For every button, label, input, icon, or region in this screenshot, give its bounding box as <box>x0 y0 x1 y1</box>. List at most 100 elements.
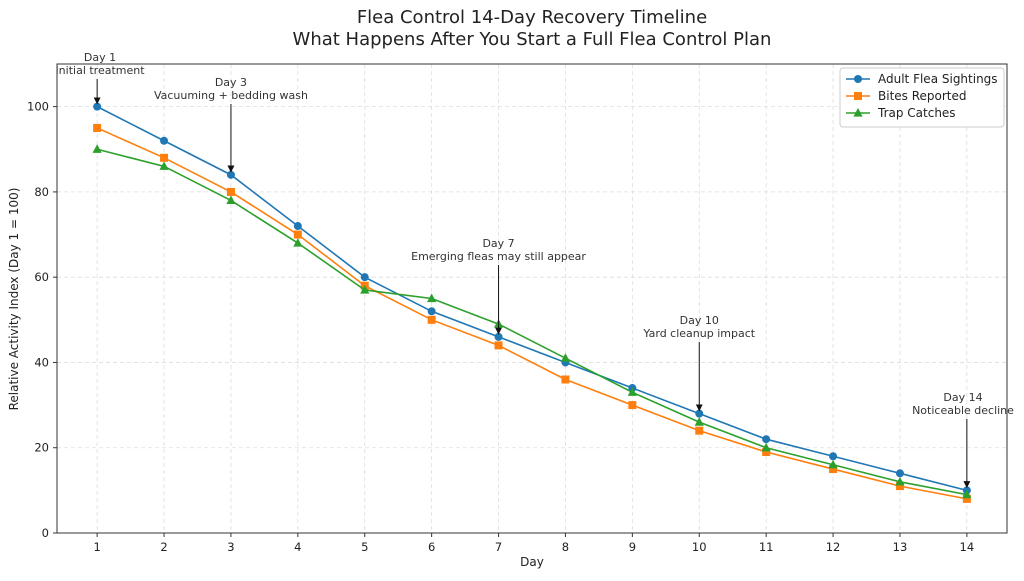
x-tick-label: 7 <box>495 540 502 554</box>
data-point <box>360 273 369 282</box>
y-tick-label: 40 <box>34 355 49 369</box>
legend-marker <box>854 92 862 100</box>
data-point <box>93 102 102 111</box>
x-tick-label: 4 <box>294 540 301 554</box>
annotation-title: Day 3 <box>215 76 247 89</box>
y-axis-label: Relative Activity Index (Day 1 = 100) <box>7 188 21 411</box>
annotation-text: Vacuuming + bedding wash <box>154 89 308 102</box>
data-point <box>93 123 102 132</box>
data-point <box>828 459 838 469</box>
chart-title: Flea Control 14-Day Recovery Timeline <box>357 7 707 28</box>
y-tick-label: 20 <box>34 441 49 455</box>
annotation-title: Day 14 <box>943 391 982 404</box>
annotation-text: Yard cleanup impact <box>642 327 755 340</box>
data-point <box>561 375 570 384</box>
series-line <box>96 127 968 500</box>
x-tick-label: 12 <box>826 540 841 554</box>
annotation-text: Noticeable decline <box>912 404 1014 417</box>
series-bites-reported <box>93 123 971 503</box>
y-tick-label: 60 <box>34 270 49 284</box>
data-point <box>695 426 704 435</box>
data-point <box>159 161 169 170</box>
data-point <box>962 494 971 503</box>
annotation-text: Emerging fleas may still appear <box>411 250 586 263</box>
data-point <box>293 238 303 247</box>
data-point <box>560 353 571 362</box>
data-point <box>160 153 169 162</box>
series-line <box>96 105 968 492</box>
plot-area <box>56 63 1008 534</box>
grid <box>57 64 1007 534</box>
series-lines <box>92 102 972 503</box>
data-point <box>226 195 236 205</box>
legend-marker <box>854 75 862 83</box>
legend-marker <box>853 108 863 117</box>
data-point <box>628 401 637 410</box>
data-point <box>92 144 102 153</box>
annotation-title: Day 1 <box>84 51 116 64</box>
data-point <box>762 447 771 456</box>
x-tick-label: 6 <box>428 540 435 554</box>
data-point <box>427 307 436 316</box>
annotation-title: Day 7 <box>482 237 514 250</box>
annotation-title: Day 10 <box>680 314 719 327</box>
legend-label: Bites Reported <box>878 89 967 103</box>
data-point <box>494 332 503 341</box>
x-tick-label: 10 <box>692 540 707 554</box>
x-tick-label: 8 <box>562 540 569 554</box>
data-point <box>962 489 972 499</box>
data-point <box>427 293 437 303</box>
data-point <box>762 435 771 444</box>
y-tick-label: 0 <box>42 526 49 540</box>
y-tick-label: 80 <box>34 185 49 199</box>
series-adult-flea-sightings <box>93 102 971 495</box>
data-point <box>895 476 905 486</box>
x-tick-label: 9 <box>629 540 636 554</box>
legend-label: Adult Flea Sightings <box>878 72 998 86</box>
x-axis-label: Day <box>520 555 544 569</box>
x-tick-label: 1 <box>93 540 100 554</box>
series-line <box>96 148 968 496</box>
legend-entry: Bites Reported <box>846 89 967 103</box>
data-point <box>360 284 370 294</box>
x-tick-label: 2 <box>160 540 167 554</box>
data-point <box>895 469 904 478</box>
legend-entry: Trap Catches <box>846 106 956 120</box>
data-point <box>761 442 771 452</box>
data-point <box>829 465 838 474</box>
series-trap-catches <box>92 144 972 499</box>
data-point <box>293 230 302 239</box>
data-point <box>427 315 436 324</box>
data-point <box>829 452 838 461</box>
data-point <box>695 409 704 418</box>
y-tick-label: 100 <box>27 100 49 114</box>
data-point <box>494 341 503 350</box>
x-tick-label: 14 <box>960 540 975 554</box>
x-tick-label: 11 <box>759 540 774 554</box>
annotation-text: Initial treatment <box>55 64 145 77</box>
x-tick-label: 13 <box>893 540 908 554</box>
data-point <box>895 482 904 491</box>
data-point <box>226 187 235 196</box>
x-tick-label: 5 <box>361 540 368 554</box>
legend-entry: Adult Flea Sightings <box>846 72 998 86</box>
x-tick-label: 3 <box>227 540 234 554</box>
data-point <box>226 170 235 179</box>
legend: Adult Flea Sightings Bites Reported Trap C… <box>839 67 1005 128</box>
chart-subtitle: What Happens After You Start a Full Flea… <box>293 29 772 50</box>
legend-box <box>839 67 1005 128</box>
data-point <box>627 387 637 396</box>
data-point <box>293 222 302 231</box>
data-point <box>694 417 704 426</box>
legend-label: Trap Catches <box>877 106 956 120</box>
data-point <box>160 136 169 145</box>
